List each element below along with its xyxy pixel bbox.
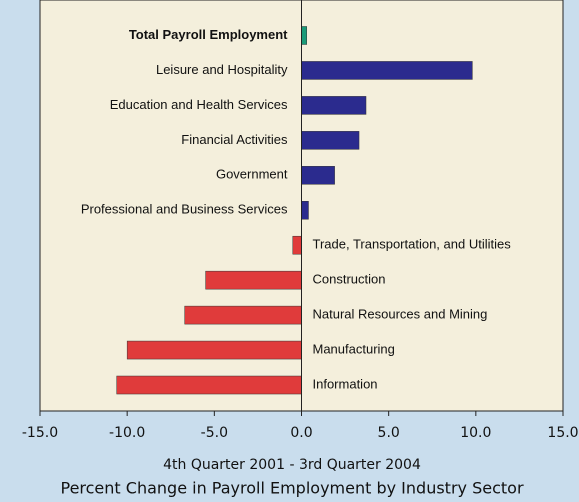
x-tick-label: 10.0 <box>460 425 491 441</box>
category-label: Leisure and Hospitality <box>156 62 288 77</box>
x-tick-label: -10.0 <box>109 425 145 441</box>
category-label: Information <box>313 376 378 391</box>
bar <box>126 340 302 360</box>
x-tick-label: 15.0 <box>547 425 578 441</box>
category-label: Construction <box>313 272 386 287</box>
category-label: Financial Activities <box>181 132 288 147</box>
chart-subtitle: 4th Quarter 2001 - 3rd Quarter 2004 <box>163 457 421 473</box>
x-tick-label: -15.0 <box>22 425 58 441</box>
bar <box>301 61 473 80</box>
bar <box>301 166 335 185</box>
bar <box>301 26 307 45</box>
bar <box>301 131 360 150</box>
category-label: Manufacturing <box>313 342 395 357</box>
bar <box>292 235 302 255</box>
category-label: Natural Resources and Mining <box>313 307 488 322</box>
x-tick-label: 0.0 <box>290 425 312 441</box>
category-label: Education and Health Services <box>110 97 288 112</box>
category-label: Professional and Business Services <box>81 202 288 217</box>
category-label: Government <box>216 167 288 182</box>
x-tick-label: -5.0 <box>201 425 228 441</box>
bar <box>116 375 302 395</box>
category-label: Total Payroll Employment <box>129 27 288 42</box>
chart-title: Percent Change in Payroll Employment by … <box>60 479 523 498</box>
bar <box>205 270 302 290</box>
bar <box>301 96 367 115</box>
x-tick-label: 5.0 <box>378 425 400 441</box>
bar <box>184 305 302 325</box>
bar <box>301 201 309 220</box>
category-label: Trade, Transportation, and Utilities <box>313 237 512 252</box>
